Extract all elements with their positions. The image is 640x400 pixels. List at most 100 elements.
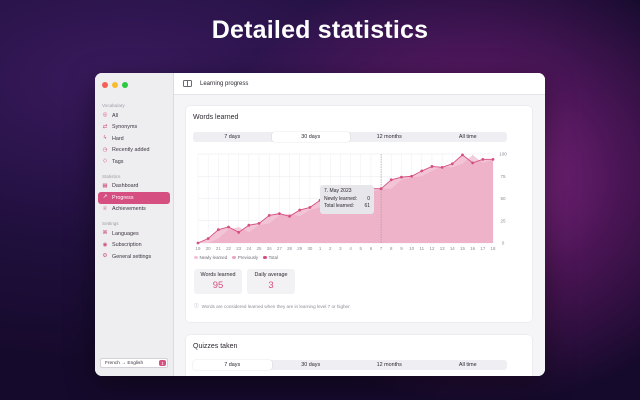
x-tick-label: 9 [400,246,403,251]
stat-label: Daily average [254,272,288,278]
sidebar-item-all[interactable]: ◎ All [98,110,170,122]
data-point-total [298,208,302,212]
section-statistics-title: Statistics [102,173,121,179]
x-tick-label: 4 [349,246,352,251]
section-settings-title: Settings [102,221,119,226]
x-tick-label: 30 [307,246,312,251]
x-tick-label: 25 [257,246,262,251]
data-point-total [400,175,403,179]
sidebar-item-label: Tags [112,158,124,165]
dashboard-icon: ▦ [102,182,108,189]
y-tick-label: 0 [502,241,505,246]
section-vocabulary-title: Vocabulary [102,103,125,108]
zoom-window-button[interactable] [122,82,128,88]
x-tick-label: 1 [319,246,322,251]
sidebar-item-synonyms[interactable]: ⇄ Synonyms [98,122,170,134]
sidebar-item-achievements[interactable]: ♕ Achievements [98,204,170,216]
data-point-total [491,157,495,161]
x-tick-label: 3 [339,246,342,251]
tooltip-total-value: 61 [364,203,370,209]
sidebar-item-label: General settings [112,253,152,260]
sidebar-item-label: Achievements [112,206,146,213]
range-segmented-control: 7 days 30 days 12 months All time [193,132,507,142]
minimize-window-button[interactable] [112,82,118,88]
data-point-total [389,178,393,182]
sidebar-item-dashboard[interactable]: ▦ Dashboard [98,181,170,193]
x-tick-label: 17 [480,246,485,251]
sidebar-item-languages[interactable]: ⌘ Languages [98,228,170,240]
sidebar-item-tags[interactable]: ◇ Tags [98,156,170,168]
range-7-days[interactable]: 7 days [224,134,241,140]
range-30-days[interactable]: 30 days [271,132,350,142]
x-tick-label: 20 [206,246,211,251]
bolt-icon: ϟ [103,135,107,141]
data-point-total [481,157,485,161]
x-tick-label: 14 [450,246,455,251]
stat-value: 3 [268,280,274,291]
x-tick-label: 21 [216,246,221,251]
window-controls [95,77,173,97]
range-12-months[interactable]: 12 months [376,134,402,140]
learned-note: ⓘ Words are considered learned when they… [194,303,351,309]
series-previously-area [198,154,493,243]
language-selector[interactable]: French → English ⇕ [100,358,168,368]
sidebar-item-label: Progress [112,194,134,201]
sidebar-item-label: Synonyms [112,124,138,131]
quizzes-card-title: Quizzes taken [193,343,238,350]
sidebar-item-general-settings[interactable]: ⚙ General settings [98,251,170,263]
quiz-range-segmented-control: 7 days 30 days 12 months All time [193,360,507,370]
progress-chart-icon: ↗ [102,194,108,200]
tooltip-total-label: Total learned: [324,203,355,209]
data-point-total [430,165,434,168]
x-tick-label: 18 [491,246,496,251]
gear-icon: ⚙ [102,253,108,259]
data-point-total [257,222,261,225]
data-point-total [277,212,281,216]
x-tick-label: 12 [430,246,435,251]
quiz-range-12-months[interactable]: 12 months [376,362,402,368]
sidebar-toggle-icon[interactable] [183,80,192,87]
words-learned-card: Words learned 7 days 30 days 12 months A… [186,106,532,322]
x-tick-label: 28 [287,246,292,251]
quiz-range-7-days[interactable]: 7 days [193,360,272,370]
sidebar-item-recently-added[interactable]: ◷ Recently added [98,145,170,157]
data-point-total [410,174,414,178]
y-tick-label: 75 [500,174,506,179]
x-tick-label: 11 [420,246,425,251]
quiz-range-all-time[interactable]: All time [458,362,477,368]
sidebar-item-progress[interactable]: ↗ Progress [98,192,170,204]
x-tick-label: 7 [380,246,383,251]
circle-icon: ◎ [102,112,108,118]
sidebar-item-hard[interactable]: ϟ Hard [98,133,170,145]
sidebar-item-label: Recently added [112,147,150,154]
sidebar: Vocabulary ◎ All ⇄ Synonyms ϟ Hard ◷ Recentl… [95,73,174,376]
data-point-total [440,165,444,169]
trophy-icon: ♕ [102,205,108,212]
quiz-range-30-days[interactable]: 30 days [301,362,321,368]
words-card-title: Words learned [193,114,239,121]
y-tick-label: 50 [500,196,506,201]
tag-icon: ◇ [102,158,108,164]
data-point-total [267,214,271,217]
sidebar-item-label: Subscription [112,242,142,249]
sidebar-item-label: Hard [112,135,124,142]
sidebar-item-subscription[interactable]: ◉ Subscription [98,240,170,252]
chart-legend: Newly learned Previously Total [194,255,278,260]
stat-value: 95 [212,280,224,291]
main-content: Learning progress Words learned 7 days 3… [174,73,545,376]
data-point-total [420,169,424,173]
x-tick-label: 13 [440,246,445,251]
range-all-time[interactable]: All time [458,134,477,140]
legend-swatch [232,255,236,260]
legend-item: Previously [232,255,258,260]
data-point-total [379,187,383,191]
stat-words-learned: Words learned 95 [194,269,242,294]
learned-note-text: Words are considered learned when they a… [201,303,351,309]
y-tick-label: 25 [500,218,506,223]
tooltip-newly-label: Newly learned: [324,196,358,202]
legend-swatch [194,255,198,260]
titlebar: Learning progress [174,73,545,95]
close-window-button[interactable] [102,82,108,88]
sidebar-item-label: Dashboard [112,183,139,190]
